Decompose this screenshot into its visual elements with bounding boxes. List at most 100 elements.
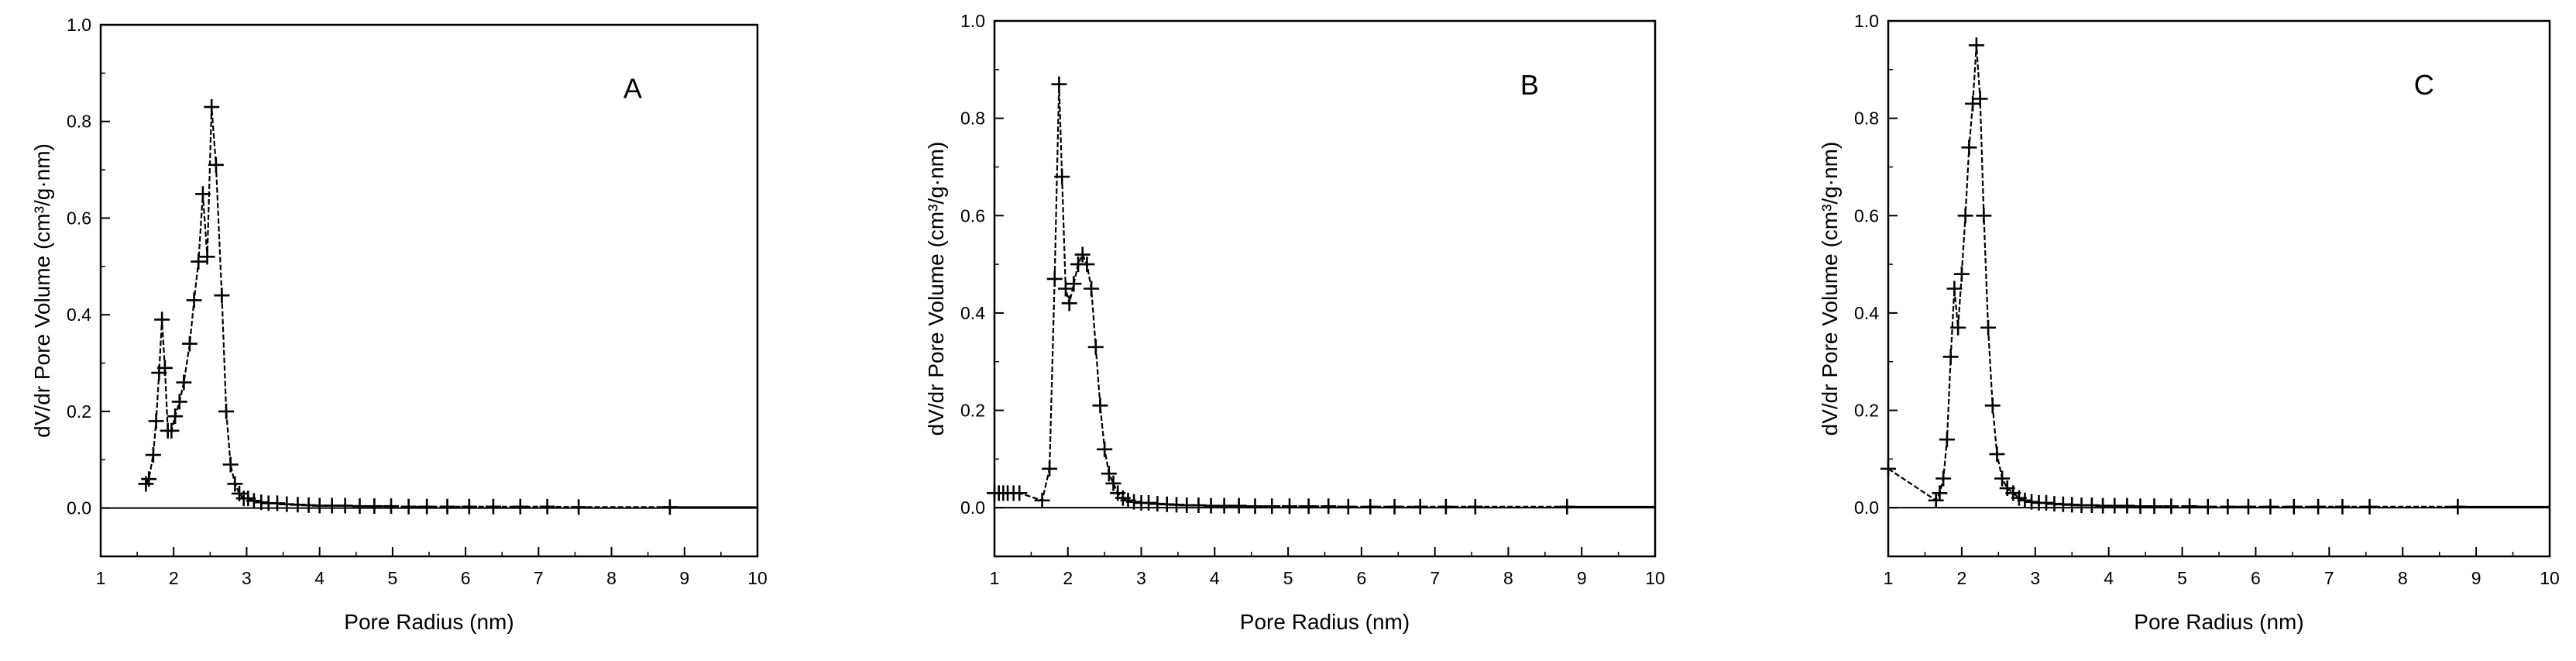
data-point-marker	[1097, 441, 1113, 457]
data-point-marker	[2163, 498, 2179, 515]
data-point-marker	[400, 498, 417, 515]
data-point-marker	[2240, 498, 2256, 515]
y-axis-label: dV/dr Pore Volume (cm³/g·nm)	[924, 142, 948, 436]
data-point-marker	[1054, 169, 1070, 185]
data-point-marker	[141, 471, 157, 487]
data-point-marker	[661, 499, 678, 515]
data-point-marker	[2200, 498, 2216, 515]
x-tick-label: 6	[461, 568, 471, 588]
data-point-marker	[156, 360, 173, 376]
data-point-marker	[2119, 497, 2135, 514]
data-point-marker	[1386, 498, 1403, 515]
x-tick-label: 10	[2540, 568, 2560, 588]
data-point-marker	[1953, 266, 1970, 282]
data-point-marker	[1101, 466, 1117, 482]
data-point-marker	[1362, 498, 1379, 515]
panel-label: C	[2414, 69, 2434, 101]
plot-frame	[1887, 19, 2551, 558]
data-point-marker	[1928, 492, 1944, 508]
x-tick-label: 1	[1884, 568, 1894, 588]
data-point-marker	[1264, 498, 1280, 515]
data-point-marker	[1340, 498, 1356, 515]
y-tick-label: 0.8	[1854, 108, 1879, 129]
data-point-marker	[1412, 498, 1428, 515]
data-point-marker	[324, 497, 340, 514]
data-point-marker	[1946, 281, 1963, 297]
data-point-marker	[222, 456, 239, 473]
x-tick-label: 4	[1210, 568, 1220, 588]
data-point-marker	[227, 476, 243, 492]
data-point-marker	[1935, 470, 1952, 487]
data-point-marker	[208, 157, 224, 173]
x-tick-label: 8	[1503, 568, 1513, 588]
data-point-marker	[337, 497, 353, 514]
y-tick-label: 0.4	[960, 303, 985, 323]
x-axis-label: Pore Radius (nm)	[2134, 610, 2303, 634]
data-point-marker	[1961, 139, 1977, 156]
data-point-marker	[1087, 339, 1104, 355]
data-point-marker	[1074, 246, 1091, 263]
x-tick-label: 2	[1063, 568, 1073, 588]
data-point-marker	[2182, 498, 2198, 515]
x-tick-label: 7	[534, 568, 544, 588]
data-point-marker	[1980, 319, 1997, 336]
data-point-marker	[1976, 208, 1992, 224]
data-point-marker	[1092, 398, 1108, 414]
data-point-marker	[2286, 498, 2302, 515]
data-point-marker	[1216, 497, 1232, 514]
data-point-marker	[2361, 498, 2378, 515]
data-point-marker	[539, 498, 555, 515]
data-point-marker	[1231, 497, 1247, 514]
data-point-marker	[1968, 37, 1984, 53]
x-tick-label: 5	[387, 568, 397, 588]
data-point-marker	[1282, 498, 1298, 515]
data-point-marker	[1559, 498, 1575, 515]
y-tick-label: 0.6	[67, 208, 91, 228]
chart-panel-c: 1 2 3 4 5 6 7 8 9 10 0.0 0.2 0.4 0.6 0.8 1.0 Pore Radius…	[1818, 11, 2560, 634]
x-tick-label: 1	[990, 568, 1000, 588]
data-point-marker	[194, 186, 211, 202]
x-tick-label: 9	[679, 568, 689, 588]
chart-panel-b: 1 2 3 4 5 6 7 8 9 10 0.0 0.2 0.4 0.6 0.8 1.0 Pore Radius…	[924, 11, 1665, 634]
y-tick-label: 0.0	[960, 497, 985, 518]
data-point-marker	[163, 422, 180, 439]
x-tick-label: 7	[2324, 568, 2334, 588]
y-tick-label: 0.2	[67, 401, 91, 422]
data-point-marker	[1079, 256, 1095, 273]
x-tick-label: 8	[606, 568, 617, 588]
data-point-marker	[214, 287, 230, 304]
x-tick-label: 5	[1283, 568, 1293, 588]
x-tick-label: 2	[169, 568, 179, 588]
data-point-marker	[2017, 492, 2033, 508]
data-point-marker	[366, 498, 383, 515]
plot-frame	[99, 23, 759, 558]
x-axis-label: Pore Radius (nm)	[1240, 610, 1410, 634]
panel-label: B	[1520, 69, 1539, 101]
y-axis-label: dV/dr Pore Volume (cm³/g·nm)	[30, 143, 54, 438]
data-point-marker	[1105, 475, 1121, 491]
data-point-marker	[383, 498, 400, 515]
chart-panel-a: 1 2 3 4 5 6 7 8 9 10 0.0 0.2 0.4 0.6 0.8 1.0 Pore Radius…	[30, 15, 768, 634]
data-point-marker	[1061, 295, 1077, 312]
data-point-marker	[171, 394, 187, 410]
x-tick-label: 10	[1645, 568, 1665, 588]
y-tick-label: 0.4	[67, 305, 91, 325]
data-point-marker	[1066, 276, 1082, 292]
data-point-marker	[2146, 498, 2162, 515]
y-tick-label: 0.0	[67, 498, 91, 518]
data-point-marker	[1972, 91, 1988, 107]
x-tick-label: 5	[2177, 568, 2187, 588]
data-point-marker	[1203, 497, 1219, 514]
x-tick-label: 7	[1430, 568, 1440, 588]
data-point-marker	[2450, 498, 2466, 515]
data-point-marker	[1247, 498, 1263, 515]
data-point-marker	[186, 292, 202, 308]
data-point-marker	[1939, 432, 1955, 448]
y-tick-label: 1.0	[1854, 11, 1879, 31]
data-point-marker	[1950, 319, 1966, 336]
data-point-marker	[1957, 208, 1973, 224]
y-tick-label: 0.8	[67, 112, 91, 132]
data-point-marker	[2310, 498, 2327, 515]
data-point-marker	[1046, 270, 1063, 287]
data-point-marker	[1051, 76, 1067, 92]
